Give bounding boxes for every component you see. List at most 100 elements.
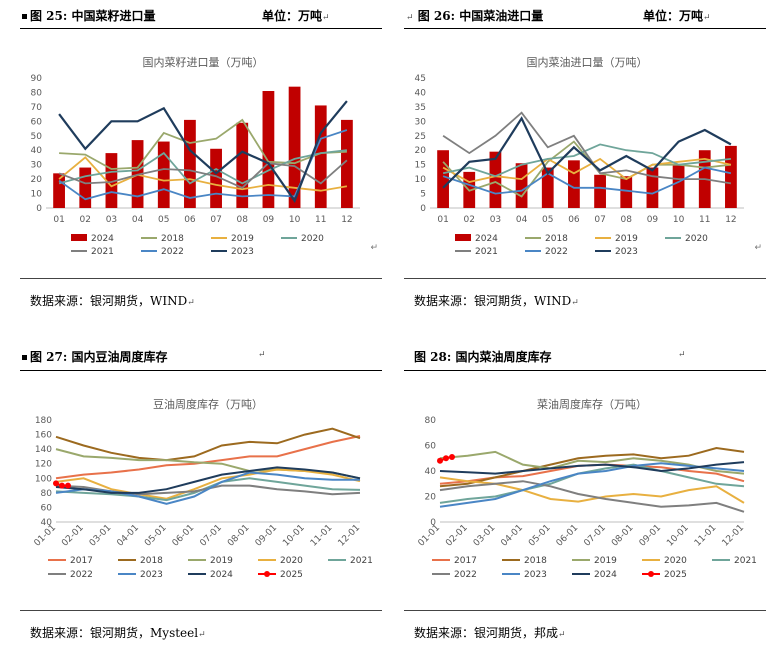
fig25-bar-2024 [53,173,65,208]
fig25-y-tick: 90 [31,74,43,84]
figure-25-source: 数据来源：银河期货，WIND↵ [30,294,195,308]
figure-28-top-rule [404,370,766,371]
figure-27-top-rule [20,370,382,371]
fig25-line-2020 [58,149,347,185]
fig26-bar-2024 [541,167,554,208]
fig28-legend-label-2022: 2022 [454,570,477,580]
fig26-legend-label-2024: 2024 [475,234,498,244]
fig25-legend-swatch-2024 [71,234,87,241]
fig25-x-tick: 06 [184,215,196,225]
fig27-point-2025 [53,480,59,487]
fig25-bar-2024 [105,153,118,208]
fig27-legend-label-2020: 2020 [280,556,303,566]
fig28-x-tick: 12-01 [721,523,747,549]
fig25-bar-2024 [236,122,249,208]
fig25-x-tick: 07 [210,215,221,225]
fig27-y-tick: 100 [35,474,52,484]
fig28-y-tick: 80 [425,416,437,426]
fig28-x-tick: 05-01 [527,523,553,549]
fig27-y-tick: 180 [35,416,52,426]
fig26-line-2019 [442,157,732,183]
fig28-legend-marker-2025 [648,571,654,577]
fig27-y-tick: 140 [35,445,52,455]
fig26-legend-label-2018: 2018 [545,234,568,244]
fig26-bar-2024 [437,150,449,208]
fig28-legend-label-2025: 2025 [664,570,687,580]
fig28-y-tick: 40 [425,467,437,477]
fig26-bar-2024 [594,174,606,208]
fig28-x-tick: 07-01 [582,523,608,549]
fig25-x-tick: 11 [315,215,326,225]
fig26-bar-2024 [725,145,737,208]
fig25-bar-2024 [157,141,170,208]
fig26-legend-label-2020: 2020 [685,234,708,244]
fig28-legend-label-2023: 2023 [524,570,547,580]
fig25-x-tick: 12 [341,215,352,225]
fig27-legend-label-2019: 2019 [210,556,233,566]
fig27-x-tick: 11-01 [309,523,335,549]
figure-25-title: 图 25: 中国菜籽进口量 [22,7,156,24]
fig27-legend-label-2025: 2025 [280,570,303,580]
figure-28-source: 数据来源：银河期货，邦成↵ [414,626,566,640]
fig28-point-2025 [449,453,455,460]
fig28-x-tick: 10-01 [665,523,691,549]
fig25-y-tick: 80 [31,88,43,98]
figure-27-paragraph-mark: ↵ [258,350,266,360]
fig28-x-tick: 04-01 [499,523,525,549]
fig28-line-2021 [439,463,745,504]
fig27-legend-marker-2025 [264,571,270,577]
fig25-legend-label-2023: 2023 [231,247,254,257]
figure-28-bottom-rule [404,610,766,611]
fig27-x-tick: 07-01 [198,523,224,549]
fig25-x-tick: 03 [106,215,117,225]
fig26-legend-label-2022: 2022 [545,247,568,257]
fig28-x-tick: 11-01 [693,523,719,549]
fig28-x-tick: 06-01 [555,523,581,549]
fig25-chart-title: 国内菜籽进口量（万吨） [143,55,264,69]
fig26-x-tick: 02 [464,215,475,225]
fig26-x-tick: 10 [673,215,685,225]
figure-26-title: ↵ 图 26: 中国菜油进口量 [406,9,544,23]
fig26-legend-label-2021: 2021 [475,247,498,257]
fig25-legend-label-2021: 2021 [91,247,114,257]
fig26-y-tick: 20 [415,146,427,156]
fig28-legend-label-2019: 2019 [594,556,617,566]
fig25-line-2021 [58,159,348,189]
fig25-y-tick: 30 [31,161,43,171]
fig25-y-tick: 0 [36,204,42,214]
fig27-x-tick: 06-01 [171,523,197,549]
fig27-x-tick: 04-01 [115,523,141,549]
fig27-y-tick: 160 [35,431,52,441]
fig25-legend-label-2019: 2019 [231,234,254,244]
fig28-point-2025 [437,457,443,464]
figure-26-source: 数据来源：银河期货，WIND↵ [414,294,579,308]
fig27-line-2020 [55,468,361,500]
fig27-chart-title: 豆油周度库存（万吨） [153,397,263,411]
fig26-x-tick: 06 [568,215,580,225]
fig26-x-tick: 03 [490,215,501,225]
fig25-x-tick: 08 [237,215,249,225]
fig28-legend-label-2021: 2021 [734,556,757,566]
fig27-line-2024 [55,466,361,494]
fig25-y-tick: 10 [31,190,43,200]
fig25-x-tick: 05 [158,215,169,225]
fig26-y-tick: 10 [415,175,427,185]
fig28-x-tick: 03-01 [472,523,498,549]
figure-28-title: 图 28: 国内菜油周度库存 [414,350,552,364]
fig25-bar-2024 [262,91,275,208]
fig28-x-tick: 09-01 [638,523,664,549]
figure-25-top-rule [20,28,382,29]
fig27-y-tick: 40 [41,518,53,528]
fig26-y-tick: 5 [420,190,426,200]
fig26-x-tick: 07 [594,215,605,225]
fig27-legend-label-2018: 2018 [140,556,163,566]
fig26-line-2020 [442,143,731,178]
fig27-x-tick: 10-01 [281,523,307,549]
fig28-y-tick: 60 [425,442,437,452]
fig26-line-2022 [442,166,732,195]
fig26-x-tick: 01 [437,215,448,225]
fig26-legend-swatch-2024 [455,234,471,241]
fig25-legend-label-2018: 2018 [161,234,184,244]
figure-28-paragraph-mark: ↵ [678,350,686,360]
